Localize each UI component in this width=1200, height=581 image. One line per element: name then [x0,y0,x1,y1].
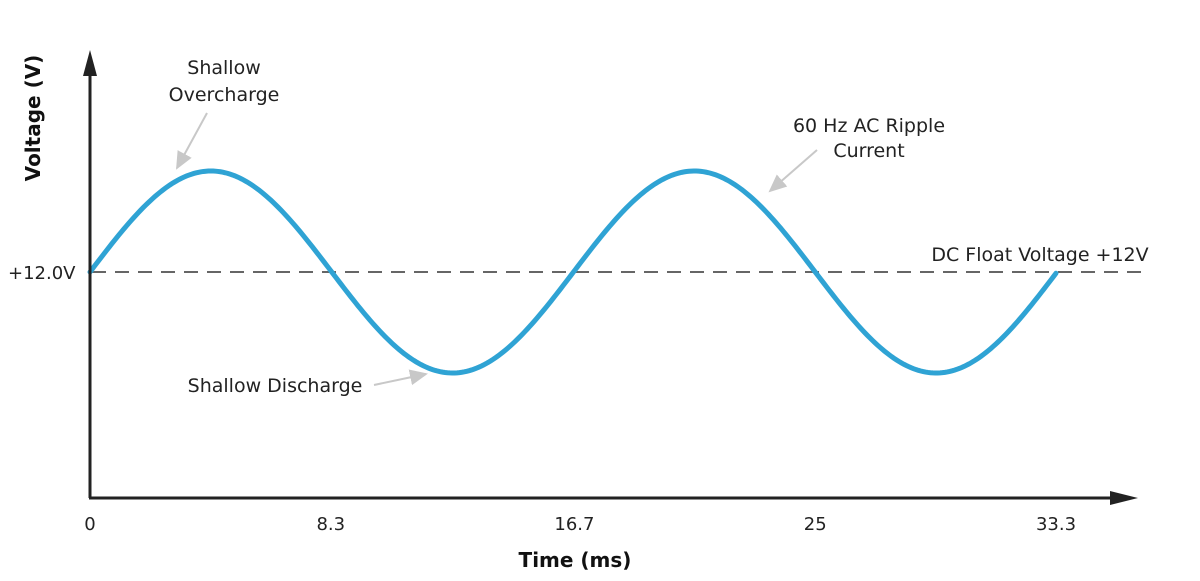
annotation-ripple-arrow [768,149,818,193]
x-tick-label: 0 [84,514,95,535]
x-tick-label: 25 [804,514,827,535]
y-tick-label: +12.0V [8,263,76,284]
ripple-series-line [87,168,1059,376]
x-tick-label: 16.7 [554,514,594,535]
x-tick-label: 33.3 [1036,514,1076,535]
annotation-discharge-arrow [373,369,428,386]
annotation-overcharge-line2: Overcharge [169,84,280,106]
annotation-overcharge-arrow [176,112,208,170]
x-tick-label: 8.3 [316,514,345,535]
x-axis-title: Time (ms) [519,548,632,572]
y-axis-title: Voltage (V) [21,55,45,182]
annotation-ripple-line1: 60 Hz AC Ripple [793,115,945,137]
dc-float-label: DC Float Voltage +12V [931,244,1148,266]
annotation-discharge: Shallow Discharge [188,375,363,397]
annotation-ripple-line2: Current [833,140,904,162]
y-axis-arrow [83,50,97,76]
annotation-overcharge-line1: Shallow [187,57,260,79]
x-axis-arrow [1110,491,1138,505]
